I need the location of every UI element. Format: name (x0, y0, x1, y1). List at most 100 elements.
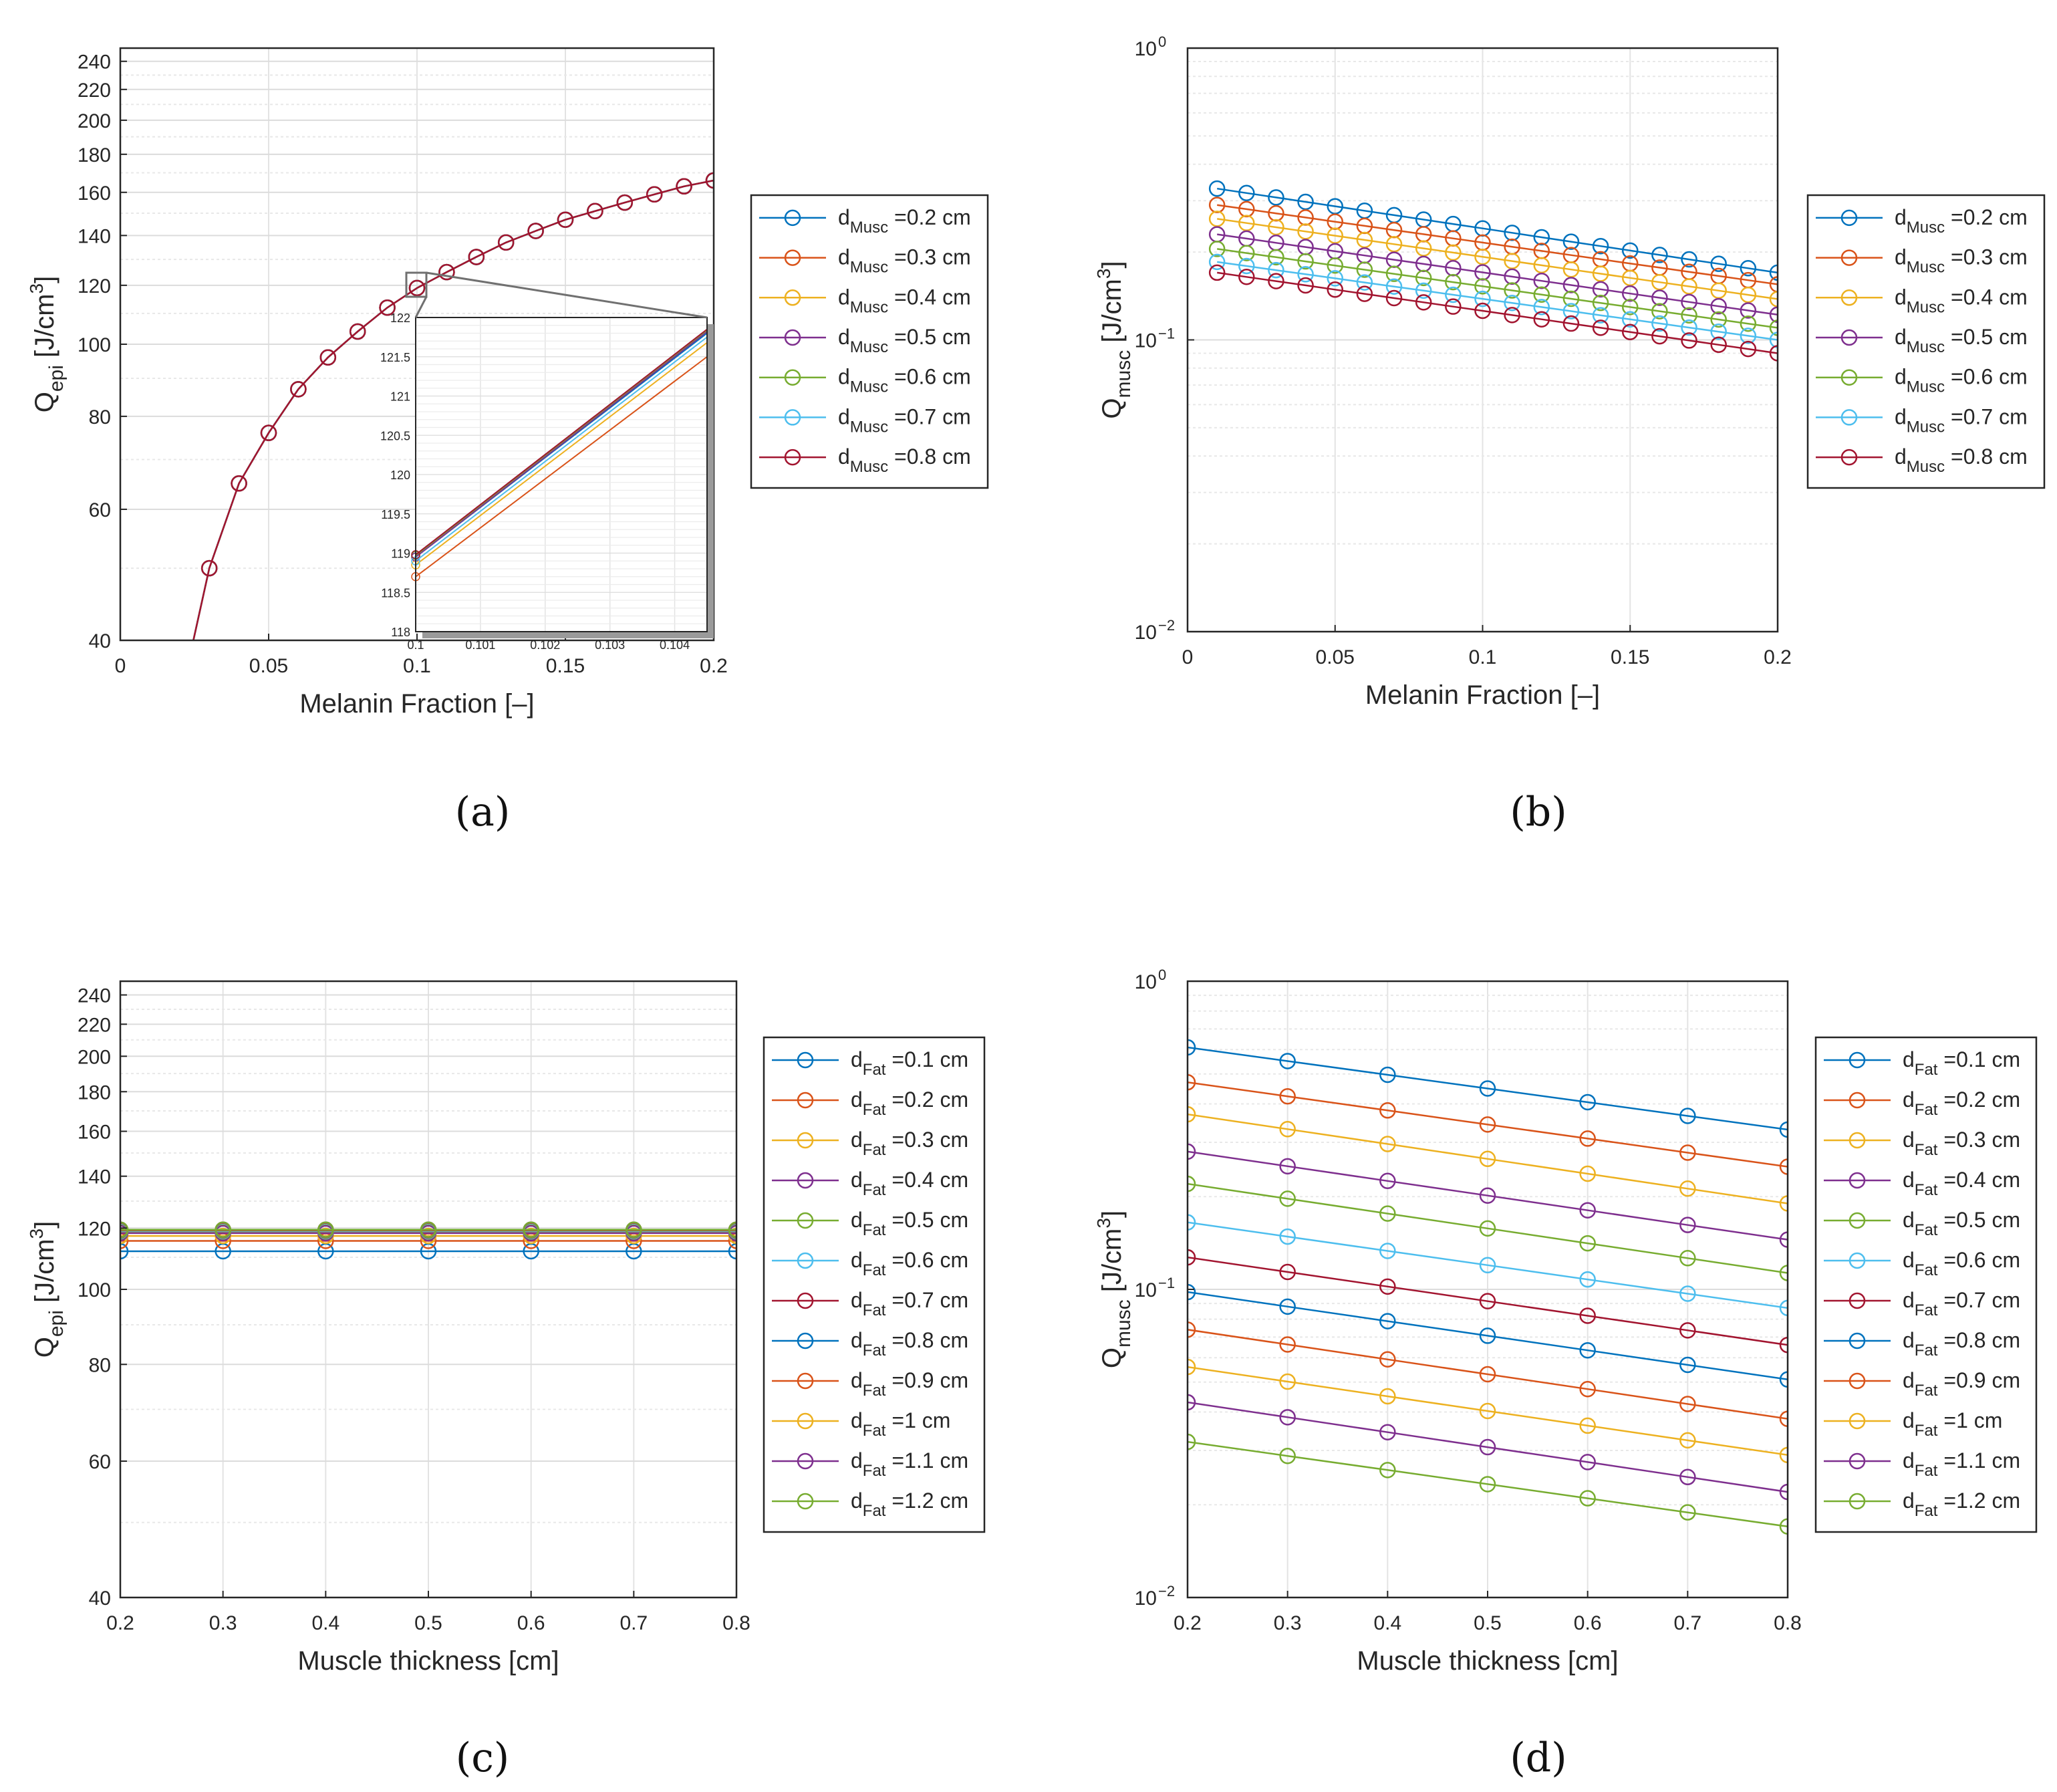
series-line (1217, 218, 1778, 300)
data-point (1279, 1053, 1296, 1069)
panel-label: (c) (456, 1735, 509, 1781)
x-tick-label: 0.6 (517, 1612, 545, 1634)
legend-marker (784, 409, 801, 426)
series-group (1208, 180, 1778, 362)
legend-item: dFat =0.1 cm (1824, 1047, 2020, 1079)
data-point (1769, 345, 1778, 362)
data-point (1379, 1278, 1396, 1295)
data-point (1710, 323, 1727, 340)
y-axis-label-sup: 3 (26, 283, 47, 294)
legend-prefix: d (1903, 1208, 1915, 1232)
legend-item: dMusc =0.5 cm (1816, 325, 2028, 356)
legend-value: =0.7 cm (1937, 1288, 2020, 1312)
legend-subscript: Fat (863, 1221, 886, 1239)
data-point (1679, 1285, 1696, 1302)
legend-label: dFat =0.8 cm (1903, 1328, 2020, 1360)
data-point (1415, 240, 1432, 257)
data-point (1579, 1341, 1596, 1359)
legend-marker (784, 289, 801, 306)
legend-prefix: d (1903, 1448, 1915, 1473)
legend-item: dFat =0.7 cm (772, 1288, 968, 1319)
y-axis-label-close: ] (30, 1221, 59, 1229)
data-point (1681, 332, 1697, 349)
data-point (1268, 219, 1284, 236)
legend-subscript: Fat (1915, 1301, 1938, 1319)
legend-value: =0.5 cm (1945, 325, 2028, 349)
legend-label: dMusc =0.5 cm (838, 325, 971, 356)
data-point (1279, 1336, 1296, 1353)
legend-prefix: d (1903, 1168, 1915, 1192)
legend-prefix: d (1903, 1248, 1915, 1272)
legend-label: dFat =0.7 cm (1903, 1288, 2020, 1319)
x-tick-label: 0.3 (1274, 1612, 1302, 1634)
legend-prefix: d (1895, 285, 1907, 309)
data-point (527, 223, 544, 239)
data-point (1622, 285, 1639, 302)
data-point (1504, 282, 1520, 299)
x-tick-label: 0.05 (249, 655, 288, 677)
data-point (215, 1221, 231, 1239)
data-point (1533, 272, 1550, 289)
x-axis-label: Muscle thickness [cm] (1357, 1646, 1618, 1676)
y-tick-label: 240 (78, 51, 111, 74)
legend-label: dFat =0.2 cm (1903, 1087, 2020, 1119)
y-tick-label: 10 (1135, 971, 1157, 993)
legend-item: dFat =0.9 cm (772, 1368, 968, 1400)
y-tick-label: 180 (78, 144, 111, 166)
data-point (1740, 315, 1757, 332)
data-point (1474, 278, 1491, 295)
legend-marker (797, 1172, 814, 1189)
data-point (1679, 1468, 1696, 1486)
data-point (1769, 306, 1778, 324)
legend-value: =0.4 cm (1937, 1168, 2020, 1192)
legend-marker (1848, 1292, 1866, 1309)
y-tick-label: 100 (78, 1279, 111, 1301)
legend-label: dFat =0.4 cm (1903, 1168, 2020, 1199)
y-tick-label: 200 (78, 110, 111, 132)
legend-prefix: d (838, 325, 850, 349)
y-axis-label-main: Q (30, 1337, 59, 1358)
data-point (142, 826, 157, 841)
y-tick-label: 220 (78, 80, 111, 102)
legend-value: =0.4 cm (1945, 285, 2028, 309)
data-point (1188, 1283, 1196, 1301)
data-point (1445, 286, 1462, 303)
data-point (1188, 1358, 1196, 1376)
data-point (260, 424, 277, 441)
x-tick-label: 0.15 (546, 655, 585, 677)
data-point (1327, 270, 1343, 287)
inset-x-tick-label: 0.104 (660, 638, 690, 652)
legend-marker (797, 1412, 814, 1430)
legend-value: =0.7 cm (1945, 404, 2028, 428)
series-line (1188, 1081, 1788, 1168)
y-tick-label: 120 (78, 275, 111, 297)
legend-marker (1848, 1252, 1866, 1269)
y-axis-label-close: ] (1097, 1210, 1127, 1218)
legend-marker (797, 1372, 814, 1390)
legend-subscript: Fat (863, 1502, 886, 1520)
inset-y-tick-label: 121 (390, 390, 410, 404)
x-tick-label: 0.8 (1774, 1612, 1802, 1634)
data-point (1297, 266, 1314, 283)
legend-label: dFat =1 cm (1903, 1408, 2002, 1440)
legend-value: =0.6 cm (888, 365, 971, 389)
legend-value: =1 cm (885, 1408, 950, 1432)
y-tick-label: 80 (89, 1354, 111, 1376)
y-tick-exponent: 0 (1158, 967, 1166, 983)
legend-marker (797, 1092, 814, 1109)
data-point (1208, 253, 1226, 271)
inset-y-tick-label: 121.5 (380, 351, 410, 364)
legend-subscript: Fat (1915, 1141, 1938, 1159)
legend-marker (1840, 249, 1858, 266)
legend-subscript: Fat (1915, 1061, 1938, 1079)
data-point (1208, 241, 1226, 257)
legend-subscript: Musc (850, 458, 888, 476)
data-point (1592, 281, 1609, 298)
legend-box (1806, 194, 2046, 489)
inset-series-line (415, 356, 708, 578)
legend-label: dMusc =0.6 cm (1895, 365, 2028, 396)
legend-value: =0.8 cm (885, 1328, 968, 1352)
data-point (1379, 1066, 1396, 1083)
data-point (1188, 1214, 1196, 1231)
legend-prefix: d (838, 285, 850, 309)
